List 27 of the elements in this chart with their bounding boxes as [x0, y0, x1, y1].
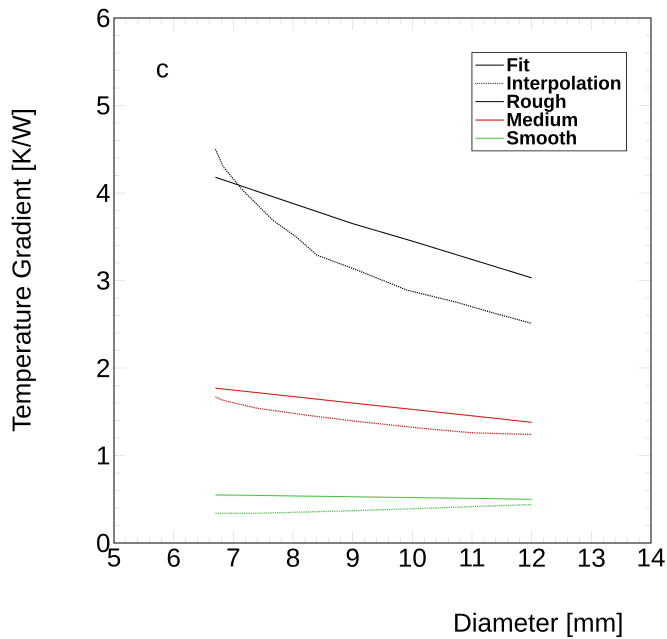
x-tick-label: 6 [168, 548, 180, 567]
legend-label: Rough [508, 94, 566, 112]
x-tick-label: 7 [227, 548, 240, 566]
x-tick-label: 8 [286, 548, 300, 567]
annotation: Interpolation [508, 76, 620, 94]
line-series [214, 148, 532, 324]
x-tick-label: 9 [346, 548, 359, 567]
x-tick-label: 14 [638, 548, 665, 566]
y-tick-label: 5 [97, 96, 110, 115]
y-tick-label: 6 [97, 8, 110, 28]
y-axis-title: Temperature Gradient [K/W] [12, 110, 36, 432]
x-tick-label: 13 [578, 548, 605, 567]
legend-label: Smooth [506, 130, 576, 145]
annotation: c [156, 63, 168, 78]
legend-label: Medium [508, 112, 577, 126]
y-tick-label: 4 [96, 184, 110, 202]
line-series [214, 504, 532, 514]
y-tick-label: 2 [97, 358, 110, 378]
x-tick-label: 12 [519, 548, 545, 567]
x-tick-label: 11 [460, 548, 484, 566]
x-axis-title: Diameter [mm] [455, 612, 622, 638]
y-tick-label: 0 [97, 534, 110, 552]
y-tick-label: 3 [97, 271, 110, 290]
annotation: Fit [508, 58, 530, 72]
y-tick-label: 1 [98, 446, 110, 464]
line-series [214, 396, 532, 436]
x-tick-label: 10 [400, 548, 426, 567]
